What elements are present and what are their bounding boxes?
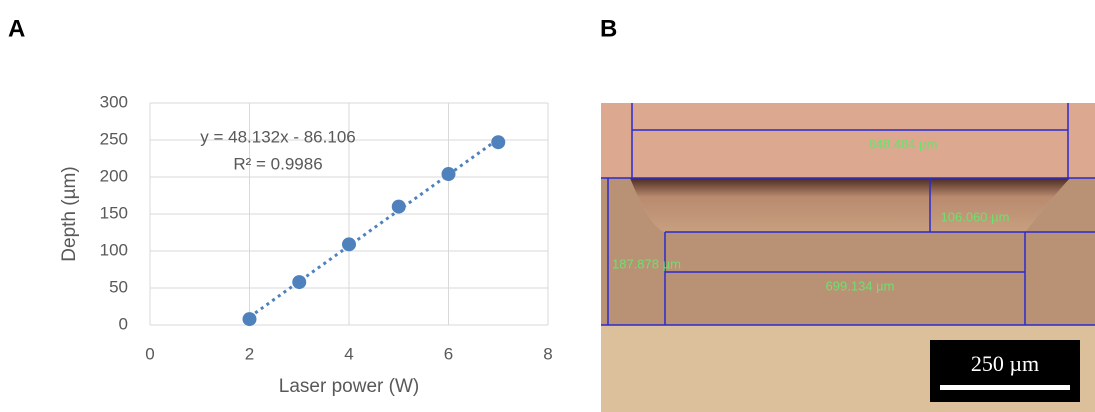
y-tick-label: 300 <box>100 92 128 111</box>
point <box>391 199 406 214</box>
y-tick-label: 150 <box>100 203 128 222</box>
x-tick-label: 0 <box>145 344 154 363</box>
plot: 0 50 100 150 200 250 300 0 2 4 6 8 Laser power (W) De… <box>59 92 553 397</box>
image-material <box>601 178 1095 325</box>
y-tick-label: 100 <box>100 240 128 259</box>
image-cavity <box>630 178 1070 232</box>
x-tick-label: 6 <box>444 344 453 363</box>
y-tick-label: 0 <box>119 314 128 333</box>
panel-label: B <box>600 15 617 42</box>
trendline <box>248 137 500 319</box>
point <box>491 135 506 150</box>
annotation: R² = 0.9986 <box>233 154 322 173</box>
point <box>292 275 307 290</box>
x-tick-label: 4 <box>344 344 353 363</box>
x-tick-label: 8 <box>543 344 552 363</box>
annotation: y = 48.132x - 86.106 <box>200 127 355 146</box>
y-tick-label: 200 <box>100 166 128 185</box>
point <box>242 312 257 327</box>
scale-box <box>930 340 1080 402</box>
scale-bar <box>940 385 1070 390</box>
measure-label: 848.484 µm <box>869 136 938 151</box>
y-axis-label: Depth (µm) <box>59 166 80 261</box>
x-axis-label: Laser power (W) <box>279 376 419 397</box>
measure-label: 187.878 µm <box>612 256 681 271</box>
y-tick-label: 250 <box>100 129 128 148</box>
measure-label: 699.134 µm <box>826 278 895 293</box>
image-top <box>601 103 1095 178</box>
x-tick-label: 2 <box>245 344 254 363</box>
point <box>342 237 356 252</box>
scale-label: 250 µm <box>971 351 1039 376</box>
measure-label: 106.060 µm <box>941 209 1010 224</box>
micrograph: 848.484 µm 106.060 µm 187.878 µm 699.134… <box>601 103 1095 412</box>
panel-label: A <box>8 15 25 42</box>
y-tick-label: 50 <box>109 277 128 296</box>
measure-lines <box>601 103 1095 326</box>
point <box>441 167 456 182</box>
